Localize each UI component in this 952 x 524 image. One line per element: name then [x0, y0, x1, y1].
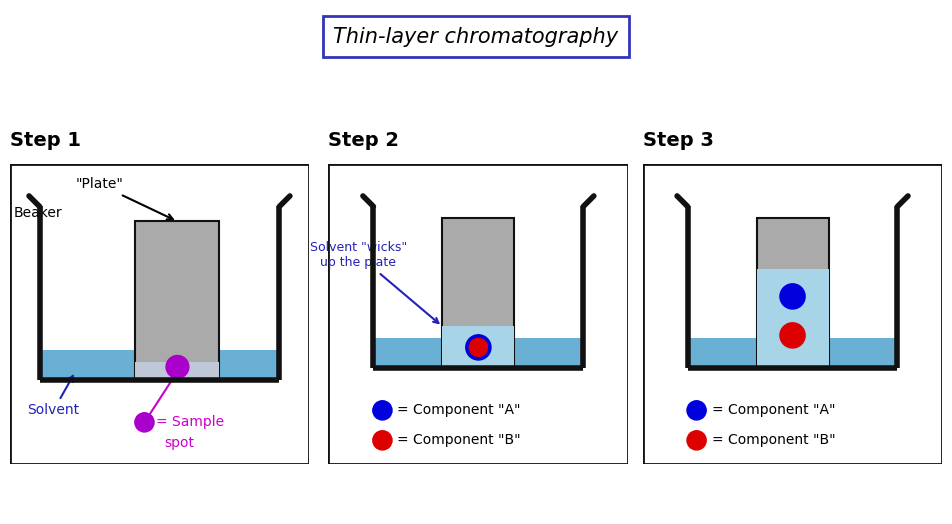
Circle shape [687, 431, 706, 450]
Text: = Component "A": = Component "A" [711, 403, 835, 417]
Circle shape [466, 335, 491, 360]
Circle shape [373, 401, 392, 420]
Bar [757, 219, 828, 368]
Text: Step 3: Step 3 [643, 132, 713, 150]
Text: = Component "A": = Component "A" [397, 403, 521, 417]
Circle shape [780, 284, 805, 309]
Circle shape [373, 431, 392, 450]
Circle shape [687, 401, 706, 420]
Bar [757, 269, 828, 368]
Bar [135, 222, 220, 380]
Bar [687, 339, 898, 368]
Text: Solvent: Solvent [28, 376, 80, 417]
Circle shape [166, 355, 188, 378]
Bar [373, 339, 584, 368]
Text: Step 1: Step 1 [10, 132, 81, 150]
Bar [443, 326, 514, 368]
Text: Step 2: Step 2 [328, 132, 400, 150]
Bar [135, 363, 220, 380]
Circle shape [135, 413, 154, 432]
Bar [443, 219, 514, 368]
Circle shape [780, 323, 805, 348]
Text: Beaker: Beaker [14, 206, 63, 221]
Text: "Plate": "Plate" [75, 178, 173, 220]
Bar [40, 351, 280, 380]
Text: = Component "B": = Component "B" [711, 433, 835, 447]
Text: Solvent "wicks"
up the plate: Solvent "wicks" up the plate [309, 242, 439, 323]
Circle shape [469, 339, 487, 356]
Text: = Sample: = Sample [156, 416, 225, 429]
Text: Thin-layer chromatography: Thin-layer chromatography [333, 27, 619, 47]
Text: spot: spot [164, 436, 194, 450]
Text: = Component "B": = Component "B" [397, 433, 521, 447]
